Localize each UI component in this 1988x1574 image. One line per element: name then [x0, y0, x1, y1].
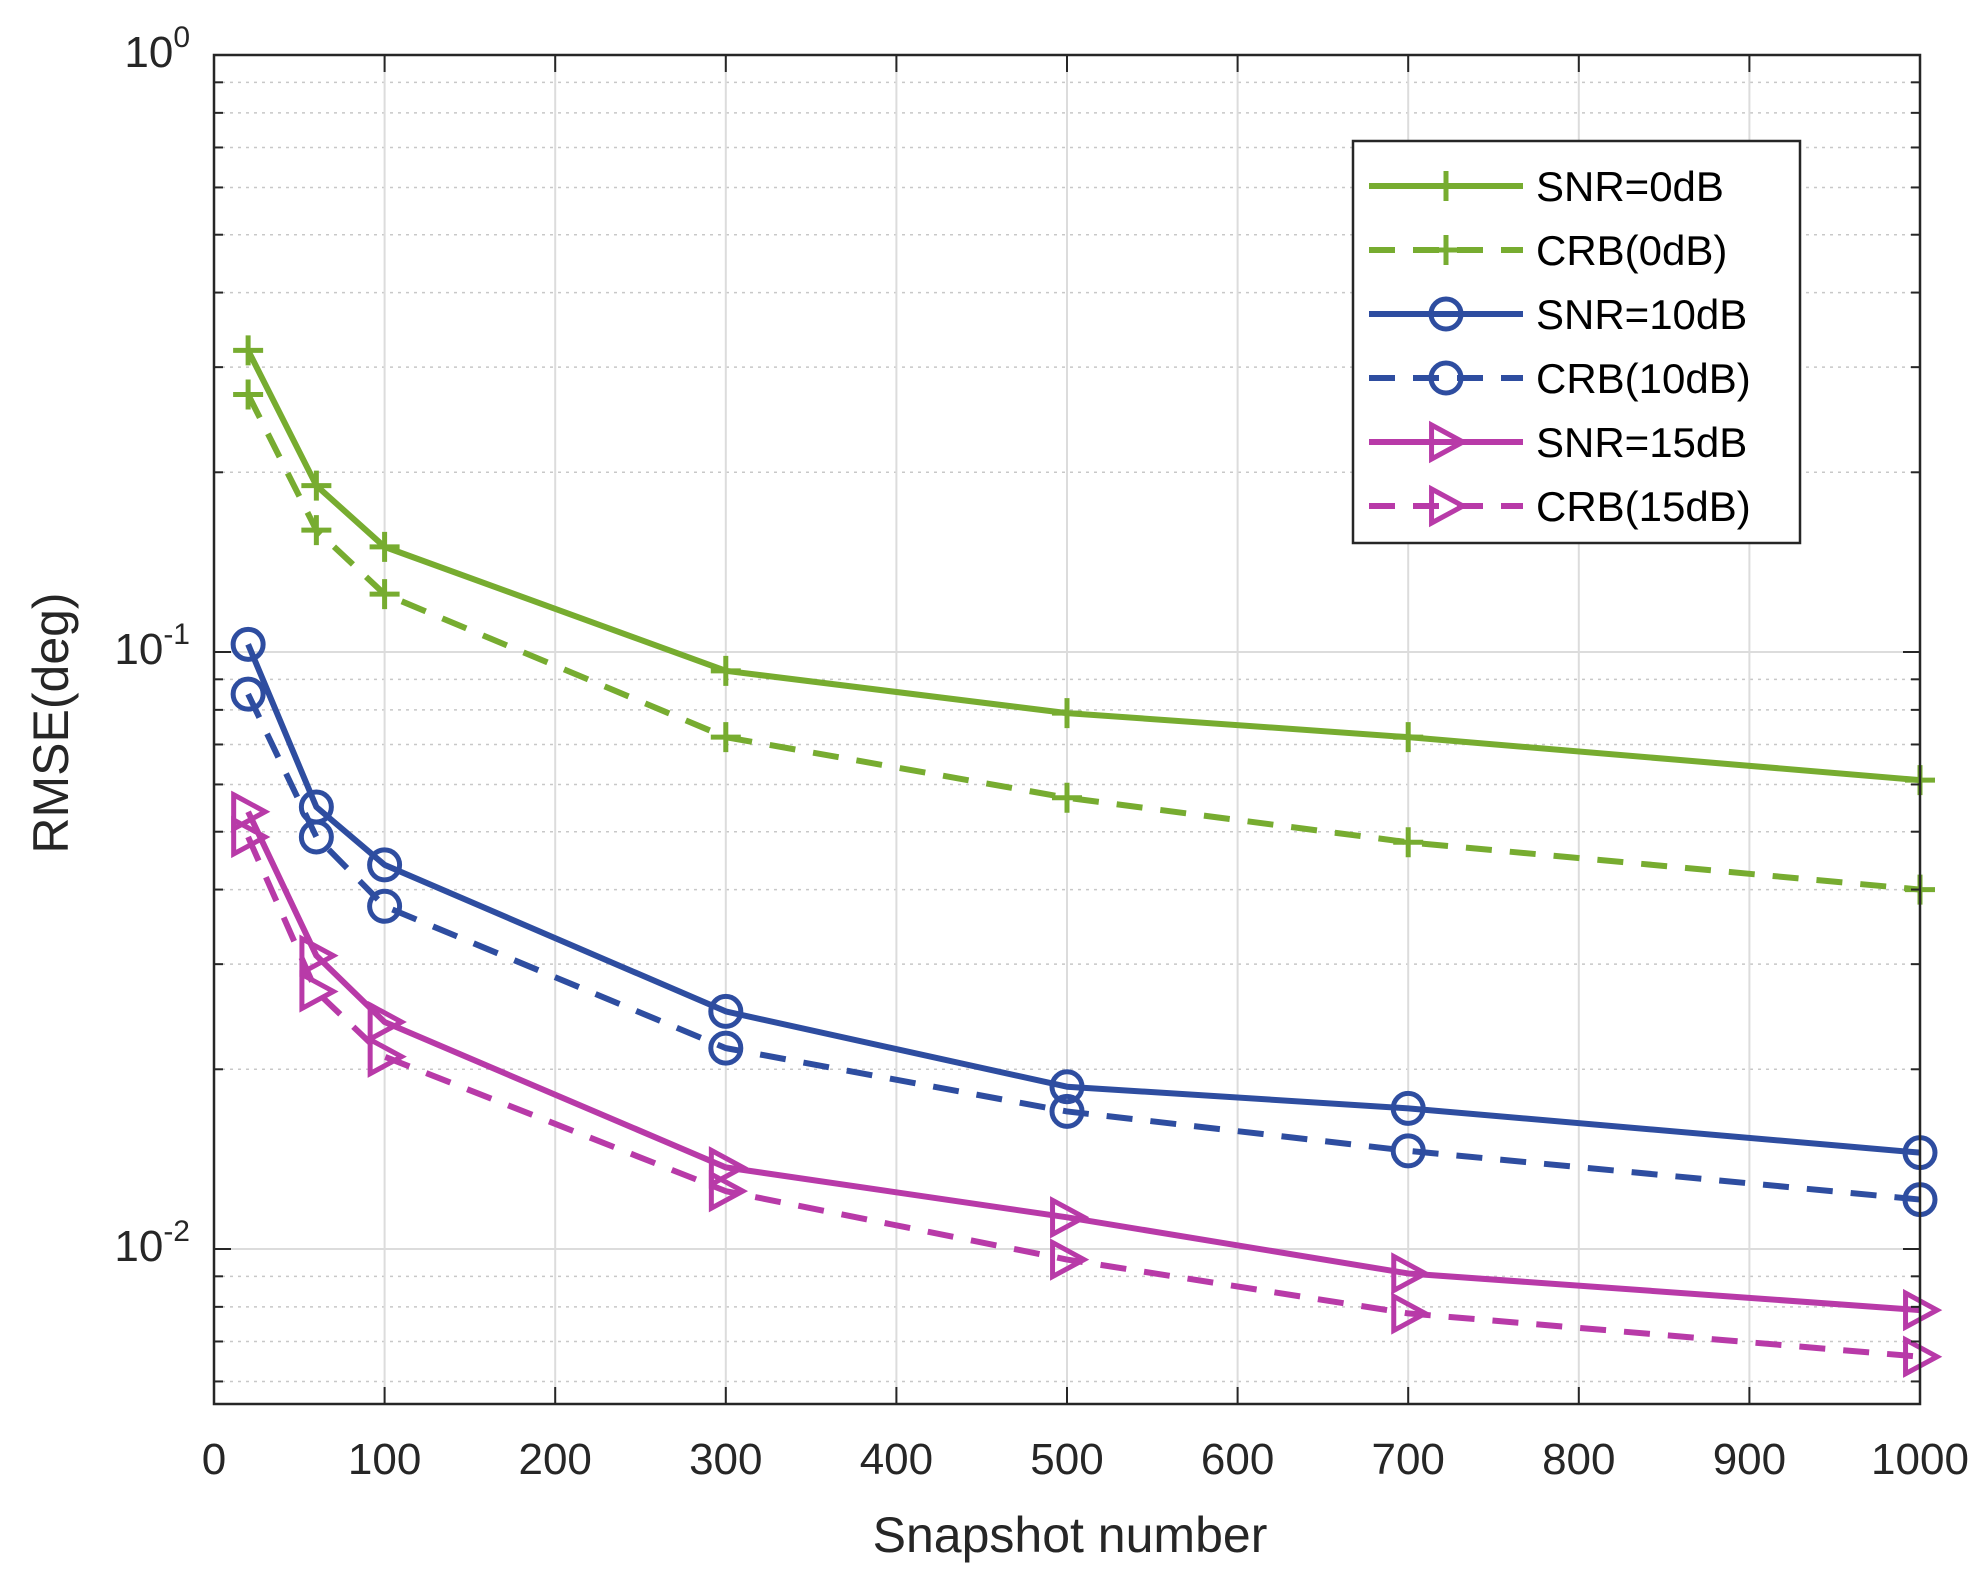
- data-point: [1050, 1238, 1090, 1281]
- y-tick-label: 10-2: [114, 1215, 190, 1271]
- data-point: [231, 790, 271, 833]
- data-point: [298, 819, 334, 855]
- x-tick-label: 300: [689, 1435, 762, 1484]
- data-point: [299, 934, 339, 977]
- legend-box: [1351, 139, 1802, 545]
- legend-marker: [1429, 484, 1469, 528]
- x-tick-label: 600: [1201, 1435, 1274, 1484]
- data-point: [299, 970, 339, 1013]
- y-tick-label: 100: [124, 21, 190, 77]
- plot-area-frame: [212, 53, 1922, 1406]
- data-point: [1903, 1335, 1943, 1378]
- data-point: [1050, 1196, 1090, 1239]
- data-point: [1393, 722, 1424, 753]
- data-point: [233, 335, 264, 366]
- legend-marker: [1431, 171, 1461, 201]
- y-tick-label-base: 10: [114, 1222, 163, 1271]
- series-line: [245, 692, 1921, 1203]
- data-point: [1391, 1252, 1431, 1295]
- y-tick-label: 10-1: [114, 618, 190, 674]
- legend-label: SNR=0dB: [1536, 163, 1724, 210]
- data-point: [708, 993, 744, 1029]
- data-point: [1391, 1292, 1431, 1335]
- series-crb-10db-: [230, 676, 1938, 1218]
- data-point: [367, 888, 403, 924]
- data-point: [1390, 1090, 1426, 1126]
- x-tick-label: 700: [1371, 1435, 1444, 1484]
- data-point: [1052, 698, 1082, 729]
- x-tick-label: 100: [348, 1435, 421, 1484]
- x-tick-label: 800: [1542, 1435, 1615, 1484]
- data-point: [1903, 1288, 1943, 1332]
- data-point: [301, 470, 332, 501]
- data-point: [367, 1000, 407, 1044]
- y-axis-label: RMSE(deg): [23, 592, 79, 853]
- series-group: [230, 335, 1943, 1378]
- legend-marker: [1431, 235, 1461, 265]
- series-crb-15db-: [231, 815, 1943, 1378]
- legend-label: SNR=15dB: [1536, 419, 1747, 466]
- data-point: [369, 579, 400, 610]
- data-point: [1393, 827, 1424, 858]
- y-tick-label-exponent: -1: [163, 618, 190, 651]
- data-point: [1049, 1093, 1085, 1129]
- series-line: [245, 643, 1921, 1156]
- series-line: [245, 835, 1921, 1360]
- data-point: [1390, 1133, 1426, 1169]
- data-point: [369, 531, 400, 562]
- data-point: [367, 1035, 407, 1078]
- data-point: [230, 676, 266, 712]
- x-tick-label: 500: [1030, 1435, 1103, 1484]
- x-tick-label: 900: [1713, 1435, 1786, 1484]
- legend-label: CRB(0dB): [1536, 227, 1727, 274]
- legend: SNR=0dB CRB(0dB) SNR=10dB CRB(10dB) SNR=15dB…: [1351, 139, 1802, 545]
- legend-marker: [1428, 360, 1464, 396]
- y-tick-label-exponent: -2: [163, 1215, 190, 1248]
- x-tick-label: 0: [202, 1435, 226, 1484]
- data-point: [301, 515, 332, 546]
- data-point: [233, 379, 264, 410]
- data-point: [231, 815, 271, 859]
- legend-label: CRB(10dB): [1536, 355, 1751, 402]
- y-tick-label-base: 10: [124, 28, 173, 77]
- data-point: [230, 626, 266, 662]
- x-tick-label: 400: [860, 1435, 933, 1484]
- legend-label: CRB(15dB): [1536, 483, 1751, 530]
- legend-marker: [1428, 296, 1464, 332]
- data-point: [367, 847, 403, 883]
- series-line: [245, 810, 1921, 1314]
- y-tick-label-base: 10: [114, 625, 163, 674]
- x-axis-label: Snapshot number: [873, 1507, 1268, 1563]
- data-point: [710, 655, 741, 686]
- x-tick-label: 1000: [1871, 1435, 1969, 1484]
- series-snr-15db: [231, 790, 1943, 1332]
- y-tick-label-exponent: 0: [173, 21, 190, 54]
- data-point: [1049, 1069, 1085, 1105]
- data-point: [1052, 782, 1082, 813]
- legend-marker: [1429, 420, 1469, 464]
- data-point: [708, 1030, 744, 1066]
- data-point: [710, 722, 741, 753]
- x-tick-label: 200: [518, 1435, 591, 1484]
- legend-label: SNR=10dB: [1536, 291, 1747, 338]
- data-point: [708, 1169, 749, 1213]
- data-point: [708, 1146, 749, 1189]
